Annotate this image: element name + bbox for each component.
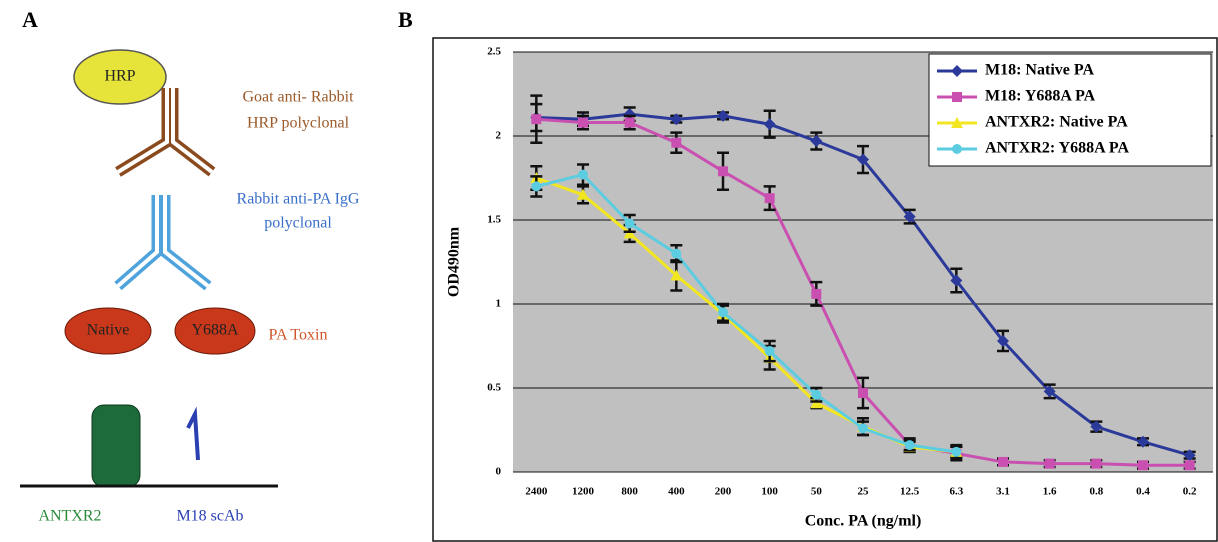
data-point xyxy=(764,346,775,357)
secondary-label: Goat anti- Rabbit xyxy=(242,89,354,106)
data-point xyxy=(811,288,822,299)
secondary-antibody-gap xyxy=(116,88,214,174)
x-axis-title: Conc. PA (ng/ml) xyxy=(805,513,922,530)
primary-label: Rabbit anti-PA IgG xyxy=(237,191,360,208)
data-point xyxy=(671,248,682,259)
data-point xyxy=(1090,420,1103,433)
data-point xyxy=(624,117,635,128)
data-point xyxy=(951,446,962,457)
legend-label: ANTXR2: Y688A PA xyxy=(985,140,1129,157)
data-point xyxy=(718,307,728,318)
scab-label: M18 scAb xyxy=(176,508,243,525)
toxin-native xyxy=(64,307,152,355)
data-point xyxy=(903,210,916,223)
x-tick-label: 50 xyxy=(811,486,823,498)
toxin-mutant xyxy=(174,307,256,355)
data-point xyxy=(997,334,1009,347)
data-point xyxy=(1183,449,1196,462)
toxin-label: PA Toxin xyxy=(269,327,328,344)
data-point xyxy=(858,423,868,434)
data-point xyxy=(577,188,589,200)
series-line xyxy=(535,172,957,454)
x-tick-label: 1.6 xyxy=(1043,486,1057,498)
data-point xyxy=(531,114,542,125)
legend-marker xyxy=(951,117,963,128)
panel-label: A xyxy=(22,7,38,32)
x-tick-label: 800 xyxy=(621,486,638,498)
native-label: Native xyxy=(87,322,130,339)
data-point xyxy=(858,388,868,399)
data-point xyxy=(1137,435,1149,448)
data-point xyxy=(717,109,729,122)
x-tick-label: 200 xyxy=(715,486,732,498)
data-point xyxy=(1138,460,1148,471)
scab xyxy=(186,406,200,461)
legend-marker xyxy=(951,65,963,77)
y-tick-label: 1.5 xyxy=(487,214,501,226)
data-point xyxy=(578,169,588,180)
x-tick-label: 1200 xyxy=(572,486,595,498)
hrp-enzyme xyxy=(73,49,167,105)
y-tick-label: 1 xyxy=(496,298,502,310)
data-point xyxy=(811,389,822,400)
x-tick-label: 6.3 xyxy=(949,486,963,498)
y-tick-label: 0 xyxy=(496,466,502,478)
legend-label: M18: Y688A PA xyxy=(985,88,1096,105)
x-tick-label: 3.1 xyxy=(996,486,1010,498)
panel-label: B xyxy=(398,7,413,32)
x-tick-label: 0.2 xyxy=(1183,486,1197,498)
data-point xyxy=(671,137,682,148)
data-point xyxy=(904,440,915,451)
receptor xyxy=(91,404,141,488)
data-point xyxy=(1091,458,1102,469)
y-tick-label: 2.5 xyxy=(487,46,501,58)
x-tick-label: 0.8 xyxy=(1089,486,1103,498)
data-point xyxy=(763,118,776,131)
x-tick-label: 25 xyxy=(858,486,870,498)
data-point xyxy=(1184,460,1195,471)
data-point xyxy=(578,117,588,128)
legend-label: ANTXR2: Native PA xyxy=(985,114,1128,131)
data-point xyxy=(1043,385,1056,398)
x-tick-label: 2400 xyxy=(525,486,548,498)
data-point xyxy=(623,108,636,121)
data-point xyxy=(1044,458,1055,469)
data-point xyxy=(531,181,542,192)
data-point xyxy=(670,269,683,281)
legend-marker xyxy=(952,144,962,154)
legend-box xyxy=(928,53,1212,167)
legend-label: M18: Native PA xyxy=(985,62,1094,79)
x-tick-label: 0.4 xyxy=(1136,486,1150,498)
data-point xyxy=(998,456,1008,467)
data-point xyxy=(810,135,823,148)
receptor-label: ANTXR2 xyxy=(38,508,101,525)
y-tick-label: 2 xyxy=(496,130,502,142)
legend-marker xyxy=(952,92,962,102)
primary-antibody-gap xyxy=(116,195,210,288)
data-point xyxy=(670,113,683,126)
primary-label: polyclonal xyxy=(264,215,332,232)
x-tick-label: 100 xyxy=(761,486,778,498)
x-tick-label: 400 xyxy=(668,486,685,498)
data-point xyxy=(624,218,635,229)
y-axis-title: OD490nm xyxy=(446,226,463,297)
data-point xyxy=(950,274,963,287)
data-point xyxy=(718,166,728,177)
x-tick-label: 12.5 xyxy=(900,486,920,498)
data-point xyxy=(857,153,869,166)
y-tick-label: 0.5 xyxy=(487,382,501,394)
secondary-label: HRP polyclonal xyxy=(247,115,350,132)
data-point xyxy=(764,193,775,204)
mutant-label: Y688A xyxy=(191,322,239,339)
hrp-label: HRP xyxy=(104,68,135,85)
